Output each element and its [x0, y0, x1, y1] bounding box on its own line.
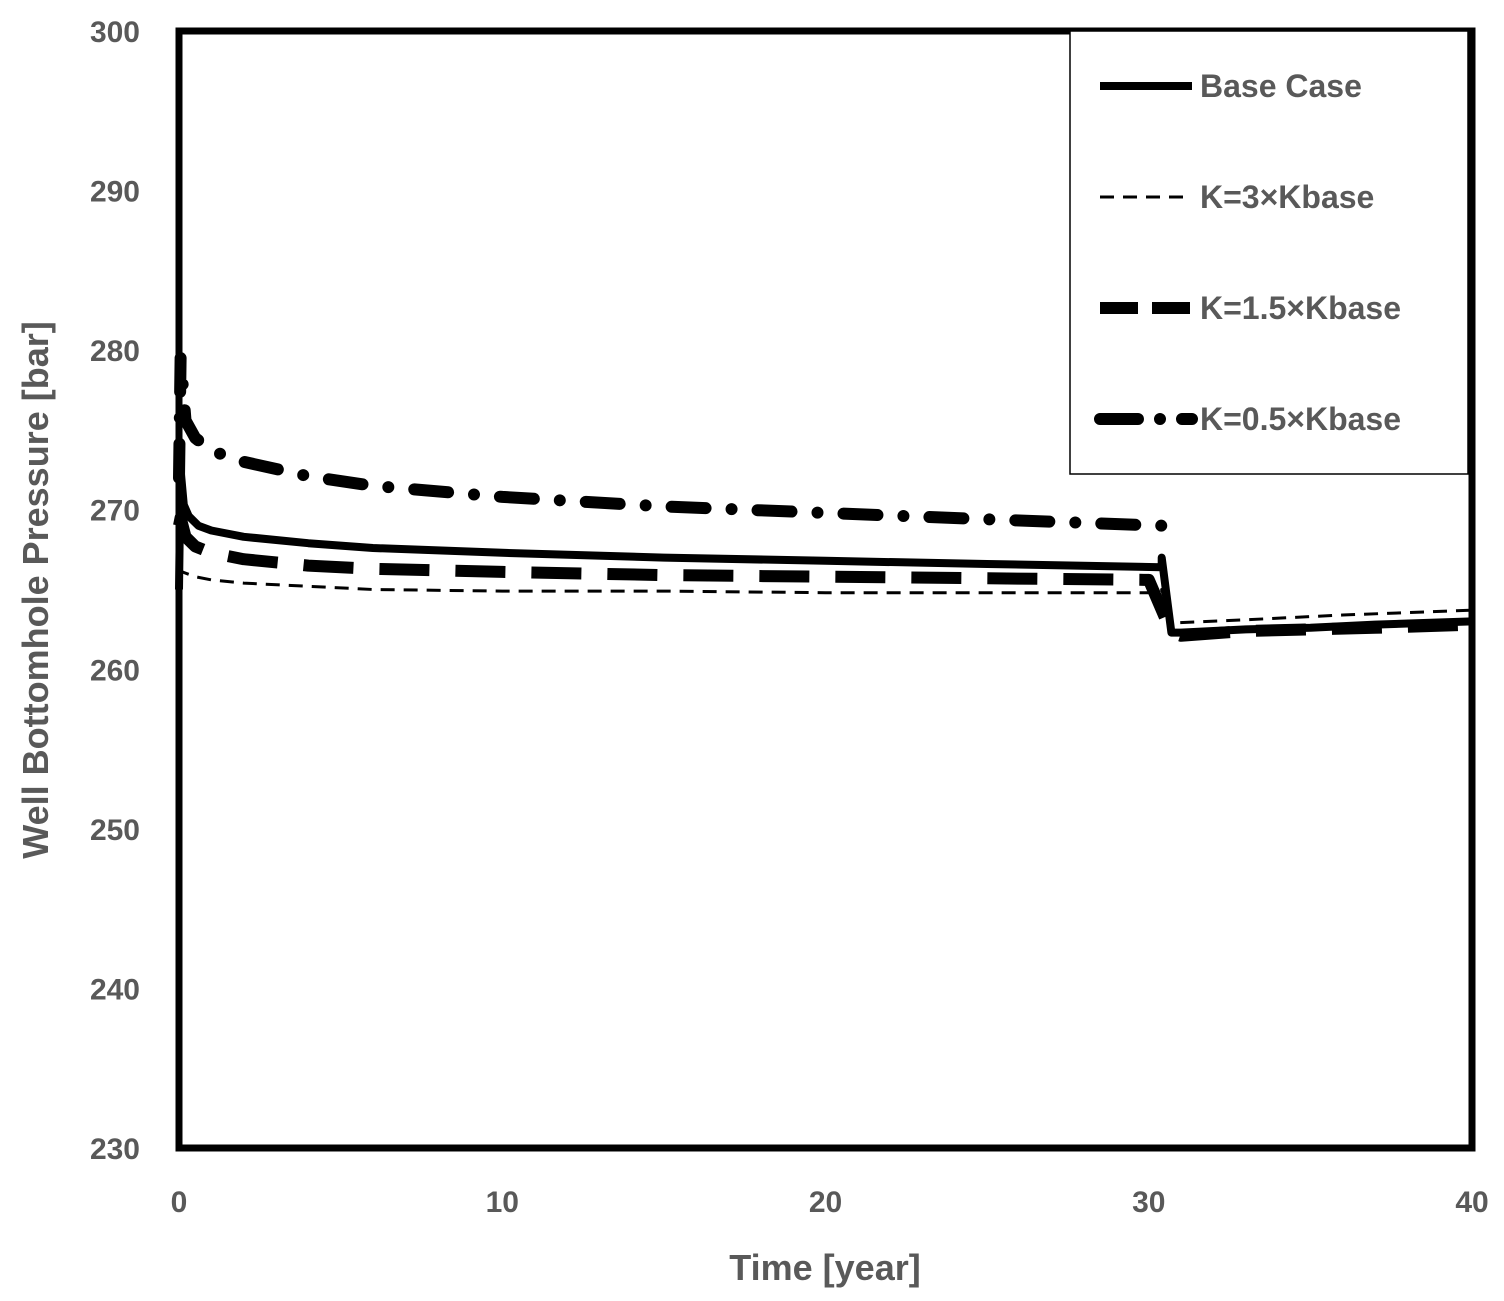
y-axis-title: Well Bottomhole Pressure [bar] [15, 321, 56, 858]
x-tick-label: 0 [171, 1186, 188, 1219]
y-tick-label: 270 [90, 495, 140, 528]
legend-box [1069, 30, 1469, 475]
x-tick-label: 10 [486, 1186, 519, 1219]
series-line-1 [175, 465, 1473, 637]
y-tick-label: 280 [90, 335, 140, 368]
y-tick-label: 230 [90, 1133, 140, 1166]
x-tick-label: 20 [809, 1186, 842, 1219]
x-tick-label: 30 [1132, 1186, 1165, 1219]
legend-label-1: Base Case [1200, 68, 1362, 104]
y-tick-label: 290 [90, 176, 140, 209]
legend-label-4: K=0.5×Kbase [1200, 401, 1401, 437]
y-tick-label: 260 [90, 654, 140, 687]
series-layer [173, 352, 1473, 642]
legend-label-2: K=3×Kbase [1200, 179, 1374, 215]
x-tick-labels: 0 10 20 30 40 [171, 1186, 1489, 1219]
series-line-3 [173, 511, 1473, 642]
series-line-4 [173, 352, 1168, 532]
y-tick-label: 250 [90, 814, 140, 847]
series-line-2 [177, 564, 1473, 625]
y-tick-labels: 230 240 250 260 270 280 290 300 [90, 16, 140, 1166]
y-tick-label: 240 [90, 973, 140, 1006]
y-tick-label: 300 [90, 16, 140, 49]
legend-label-3: K=1.5×Kbase [1200, 290, 1401, 326]
x-axis-title: Time [year] [729, 1247, 920, 1288]
legend: Base Case K=3×Kbase K=1.5×Kbase K=0.5×Kbase [1069, 30, 1469, 475]
x-tick-label: 40 [1455, 1186, 1488, 1219]
plot-area-frame [175, 27, 1476, 1152]
